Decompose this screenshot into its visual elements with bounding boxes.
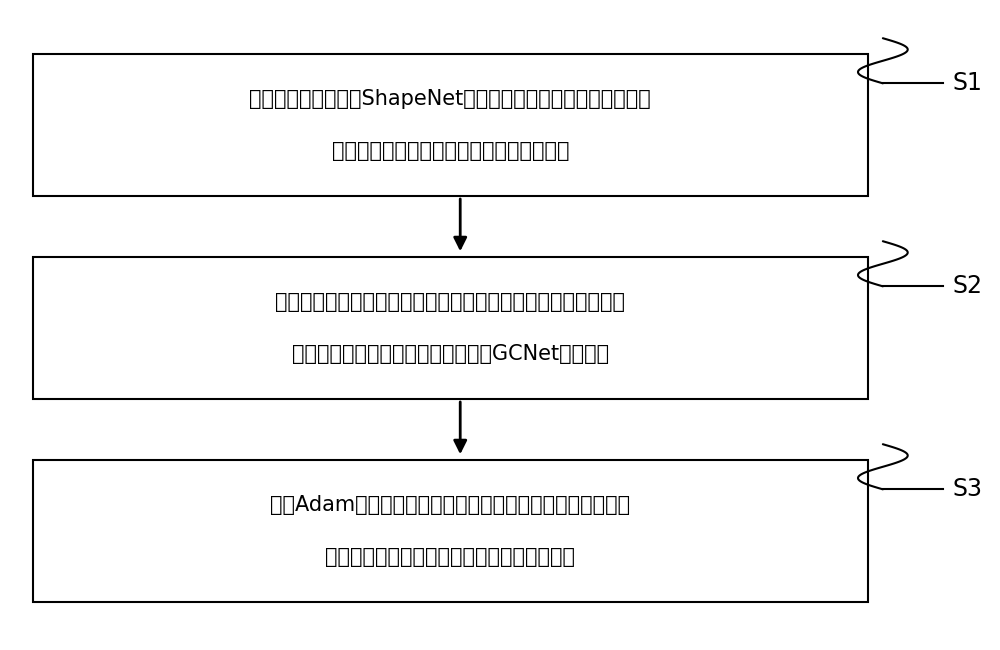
FancyBboxPatch shape [33,257,868,399]
FancyBboxPatch shape [33,460,868,602]
Text: 通过锚点的正负性判断得出形状规整密度均匀的稀疏点云，再由: 通过锚点的正负性判断得出形状规整密度均匀的稀疏点云，再由 [275,292,625,313]
FancyBboxPatch shape [33,55,868,196]
Text: 果，当模型的损失函数趋于稳定后，保存模型: 果，当模型的损失函数趋于稳定后，保存模型 [325,547,575,567]
Text: 获取点云公共数据集ShapeNet，使用局部删除操作，在完整点云: 获取点云公共数据集ShapeNet，使用局部删除操作，在完整点云 [249,90,651,109]
Text: S1: S1 [952,72,982,96]
Text: 数据中删除局部点云，以此构建不完整点云: 数据中删除局部点云，以此构建不完整点云 [332,141,569,161]
Text: S2: S2 [952,274,982,298]
Text: 稀疏点云的扩散得到密集点云，构建GCNet网络模型: 稀疏点云的扩散得到密集点云，构建GCNet网络模型 [292,344,609,364]
Text: 使用Adam优化器训练网络，降低损失函数，提高点云补全效: 使用Adam优化器训练网络，降低损失函数，提高点云补全效 [270,495,630,515]
Text: S3: S3 [952,477,982,501]
